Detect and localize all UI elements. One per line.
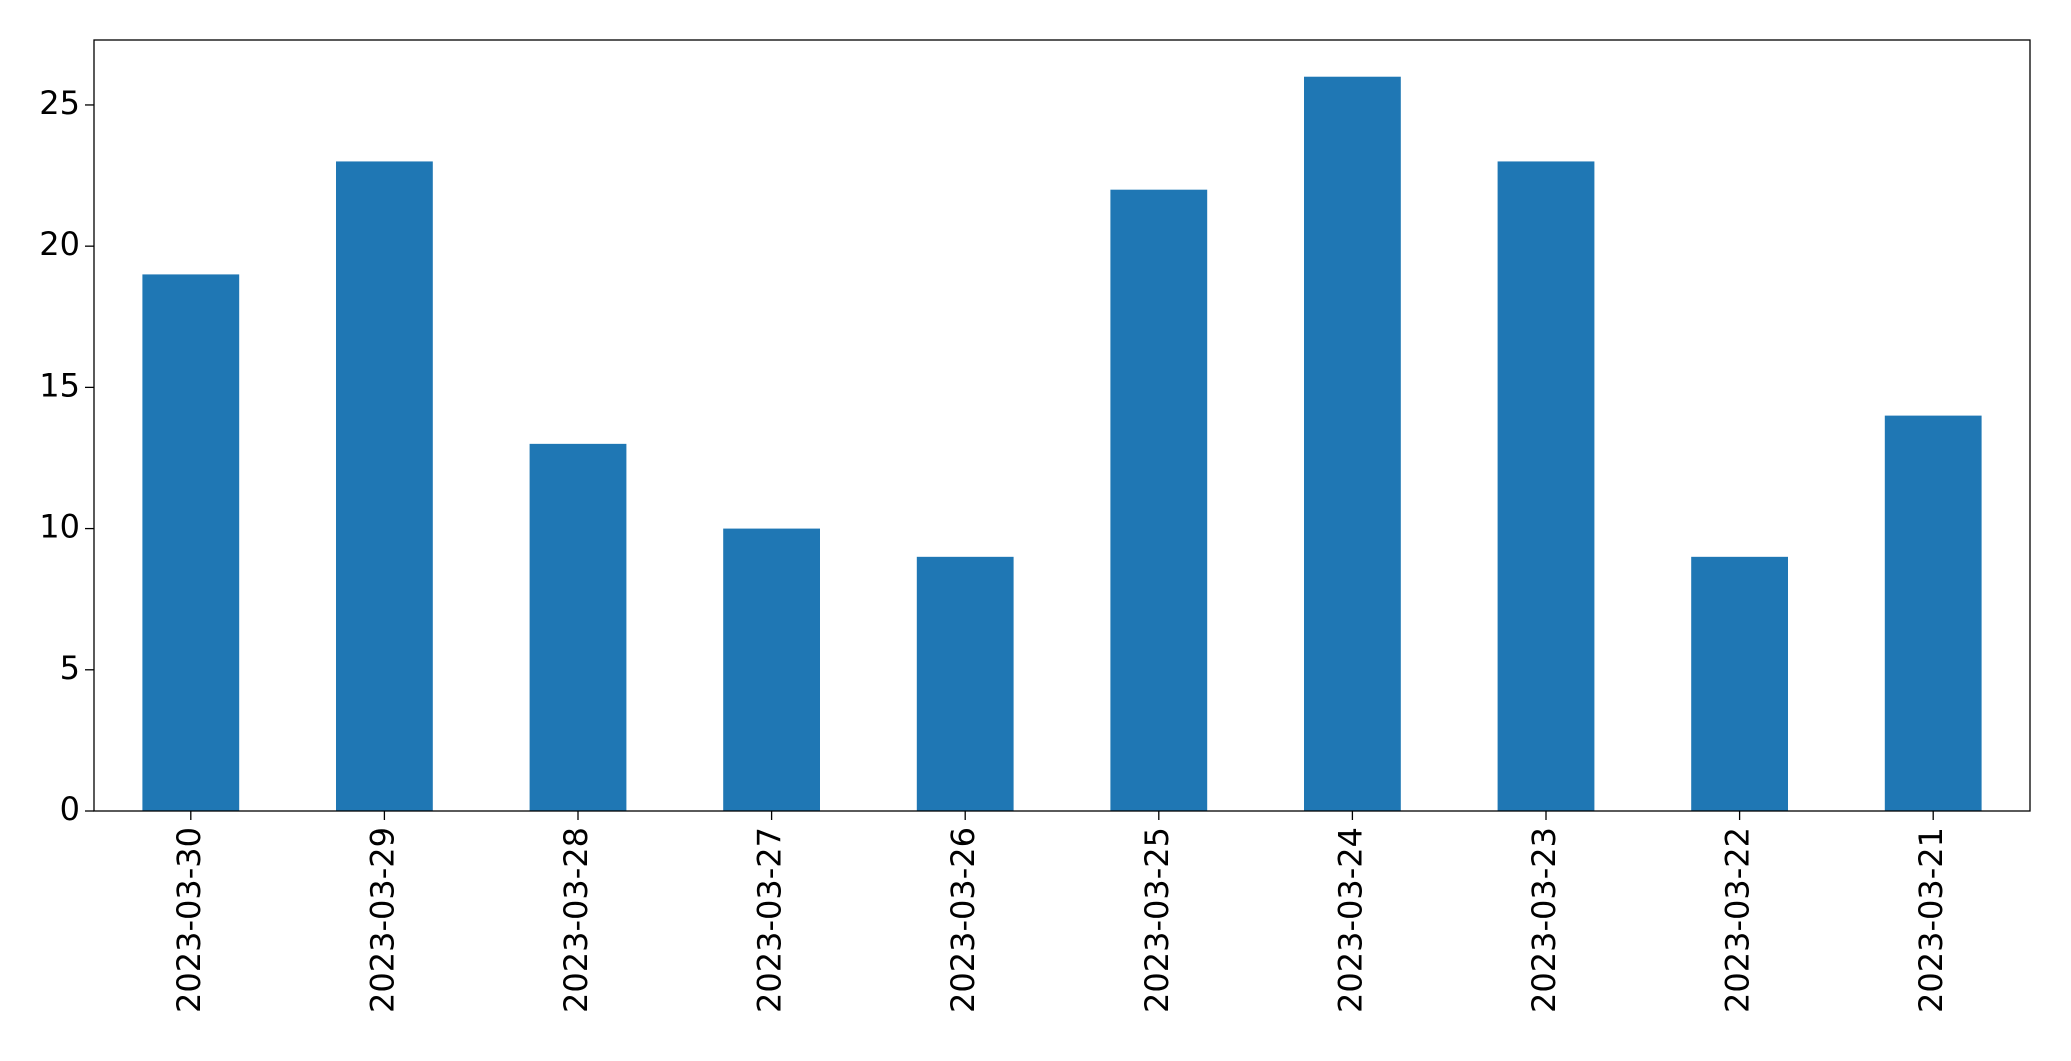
- y-tick-label: 10: [39, 508, 80, 546]
- bar: [1497, 161, 1595, 811]
- y-tick-label: 20: [39, 225, 80, 263]
- x-tick-label: 2023-03-25: [1138, 827, 1176, 1013]
- bar: [1884, 415, 1982, 811]
- x-tick-label: 2023-03-23: [1525, 827, 1563, 1013]
- x-tick-label: 2023-03-26: [944, 827, 982, 1013]
- y-tick-label: 0: [60, 790, 80, 828]
- y-tick-label: 25: [39, 84, 80, 122]
- bar: [1304, 76, 1401, 811]
- x-tick-label: 2023-03-22: [1719, 827, 1757, 1013]
- bar: [336, 161, 433, 811]
- bar: [916, 556, 1014, 811]
- x-tick-label: 2023-03-27: [751, 827, 789, 1013]
- x-tick-label: 2023-03-30: [170, 827, 208, 1013]
- y-tick-label: 5: [60, 649, 80, 687]
- bar: [1110, 189, 1208, 811]
- x-tick-label: 2023-03-24: [1331, 827, 1369, 1013]
- bar: [529, 443, 627, 811]
- x-tick-label: 2023-03-21: [1912, 827, 1950, 1013]
- bar: [142, 274, 240, 811]
- bar: [723, 528, 820, 811]
- bar: [1691, 556, 1788, 811]
- x-tick-label: 2023-03-29: [363, 827, 401, 1013]
- plot-area: 0 5 10 15 20 25 2023-03-30 2023-03-29 2023-03-28…: [39, 76, 1982, 1013]
- axes-frame: [93, 39, 2031, 812]
- x-tick-label: 2023-03-28: [557, 827, 595, 1013]
- y-tick-label: 15: [39, 366, 80, 404]
